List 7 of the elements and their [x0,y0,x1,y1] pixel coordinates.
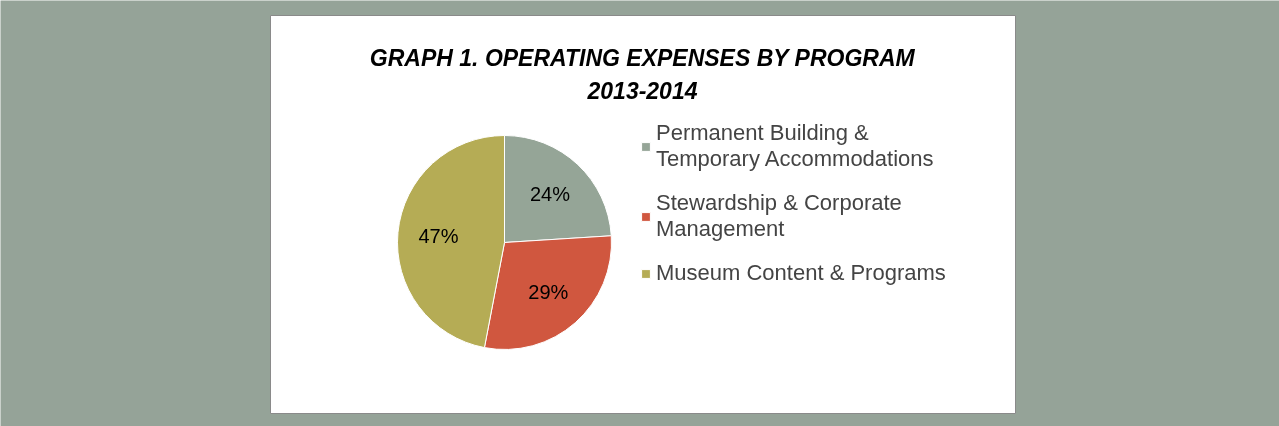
data-label: 24% [529,183,571,206]
legend-label: Stewardship & Corporate Management [656,190,902,242]
data-label: 47% [418,225,459,248]
legend-label: Permanent Building & Temporary Accommodations [656,120,934,172]
data-label: 29% [528,281,569,304]
chart-title: GRAPH 1. OPERATING EXPENSES BY PROGRAM 2013-2014 [369,44,916,104]
legend-label: Museum Content & Programs [656,260,946,286]
